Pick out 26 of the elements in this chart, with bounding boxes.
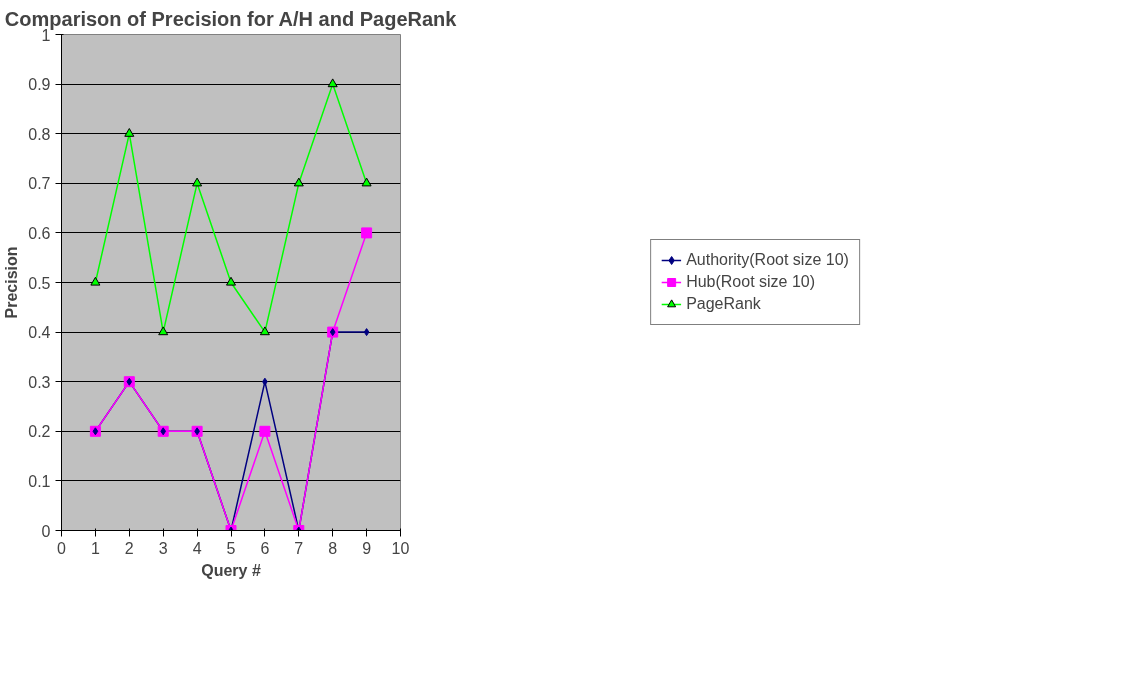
y-axis-title: Precision: [3, 246, 21, 319]
x-tick-label: 3: [158, 539, 168, 557]
legend-label: Hub(Root size 10): [686, 273, 816, 291]
x-tick-label: 9: [362, 539, 372, 557]
legend-label: Authority(Root size 10): [686, 251, 849, 269]
y-tick-label: 0.2: [28, 423, 51, 441]
y-tick-label: 0.7: [28, 175, 51, 193]
x-tick-label: 4: [192, 539, 202, 557]
x-tick-label: 8: [328, 539, 338, 557]
y-tick-label: 0: [41, 522, 51, 540]
y-tick-label: 0.4: [28, 324, 51, 342]
x-tick-label: 10: [391, 539, 410, 557]
legend-label: PageRank: [686, 295, 761, 313]
x-tick-label: 7: [294, 539, 304, 557]
x-tick-label: 2: [124, 539, 134, 557]
x-tick-label: 6: [260, 539, 270, 557]
y-tick-label: 0.3: [28, 373, 51, 391]
x-tick-label: 5: [226, 539, 236, 557]
y-tick-label: 0.1: [28, 472, 51, 490]
x-tick-label: 1: [90, 539, 100, 557]
x-axis-title: Query #: [201, 561, 261, 579]
y-tick-label: 0.6: [28, 224, 51, 242]
y-tick-label: 0.5: [28, 274, 51, 292]
y-tick-label: 0.8: [28, 125, 51, 143]
y-tick-label: 0.9: [28, 76, 51, 94]
x-tick-label: 0: [57, 539, 67, 557]
